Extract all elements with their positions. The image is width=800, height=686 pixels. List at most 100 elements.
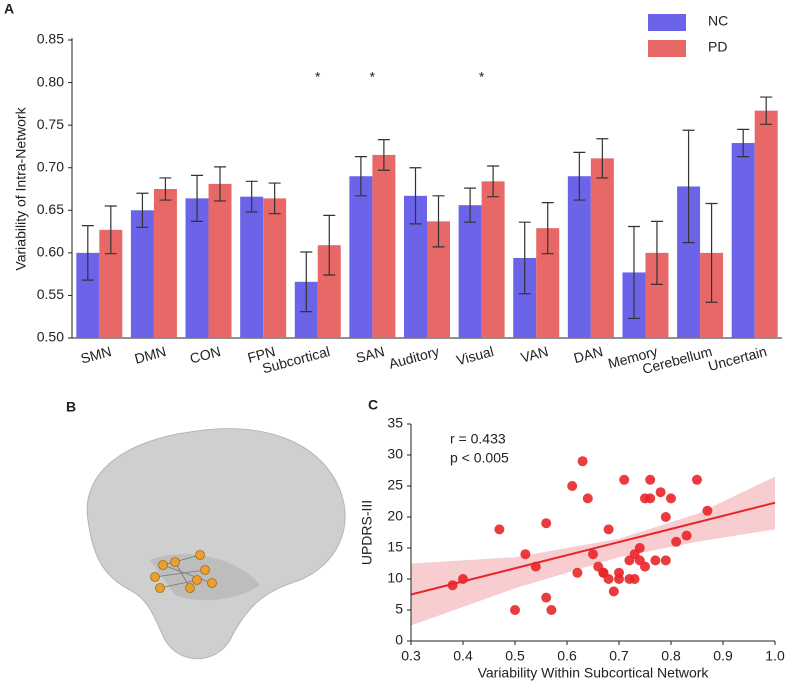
bar [731, 143, 755, 338]
error-bar [760, 96, 773, 125]
point [645, 493, 656, 504]
x-tick-label: DAN [572, 343, 605, 366]
y-tick-label: 0.80 [37, 73, 64, 89]
bar [404, 195, 427, 338]
point [702, 505, 713, 516]
point [640, 561, 650, 572]
bar [240, 196, 264, 338]
x-tick-label: 0.5 [505, 648, 525, 664]
y-tick-label: 0 [395, 632, 403, 648]
point [567, 481, 578, 491]
point [546, 605, 557, 615]
error-bar [214, 166, 227, 202]
error-bar [518, 221, 531, 295]
error-bar [104, 205, 117, 255]
point [510, 605, 520, 615]
point [645, 474, 656, 485]
bar [317, 245, 341, 338]
point [541, 518, 552, 529]
error-bar [159, 177, 172, 201]
y-tick-label: 15 [387, 539, 403, 555]
x-tick-label: SAN [354, 343, 386, 366]
x-tick-label: 1.0 [765, 648, 785, 664]
point [650, 555, 661, 566]
error-bar [377, 139, 390, 171]
bar [754, 110, 778, 338]
x-tick-label: Visual [455, 343, 496, 368]
annotation: r = 0.433 [450, 431, 506, 447]
legend-swatch [648, 14, 686, 31]
x-tick-label: 0.9 [713, 648, 733, 664]
bar [677, 186, 701, 338]
error-bar [323, 214, 336, 276]
panel-label: B [66, 399, 76, 415]
y-axis-label: Variability of Intra-Network [13, 106, 29, 270]
fit-line [410, 501, 776, 596]
y-tick-label: 0.75 [37, 116, 64, 132]
error-bar [245, 180, 258, 213]
point [681, 530, 692, 541]
point [458, 574, 468, 584]
y-tick-label: 0.70 [37, 158, 64, 174]
point [660, 555, 671, 566]
error-bar [409, 167, 422, 225]
point [666, 493, 676, 504]
point [582, 493, 593, 504]
point [634, 543, 645, 553]
x-tick-label: 0.6 [557, 648, 577, 664]
bar [153, 189, 177, 338]
y-tick-label: 35 [387, 415, 403, 431]
point [614, 567, 624, 578]
error-bar [705, 202, 718, 303]
nodes [150, 550, 217, 593]
error-bar [541, 202, 554, 255]
bar [645, 252, 669, 338]
point [541, 592, 552, 603]
bar [76, 252, 100, 338]
point [520, 549, 531, 560]
point [619, 474, 630, 485]
x-tick-label: 0.8 [661, 648, 681, 664]
point [572, 567, 583, 578]
legend-label: NC [708, 13, 728, 29]
point [447, 580, 458, 591]
brain-illustration [86, 428, 346, 660]
significance-mark: * [479, 69, 485, 85]
x-tick-label: VAN [519, 343, 550, 366]
error-bar [573, 151, 586, 201]
error-bar [268, 182, 281, 215]
bar [536, 228, 560, 338]
bar [208, 183, 232, 338]
legend-swatch [648, 40, 686, 57]
point [494, 524, 505, 535]
bar [458, 205, 482, 338]
bar [590, 158, 614, 338]
x-tick-label: SMN [79, 343, 113, 367]
bar [372, 154, 396, 338]
error-bar [627, 225, 640, 320]
point [655, 487, 666, 498]
point [692, 474, 702, 485]
point [603, 574, 614, 584]
x-tick-label: 0.4 [453, 648, 473, 664]
point [671, 536, 682, 547]
point [588, 549, 598, 560]
annotation: p < 0.005 [450, 450, 509, 466]
y-tick-label: 30 [387, 446, 403, 462]
bar [349, 176, 373, 338]
bar [99, 229, 123, 338]
y-tick-label: 0.50 [37, 329, 64, 345]
bar [263, 198, 287, 338]
significance-mark: * [370, 69, 376, 85]
error-bar [487, 165, 500, 198]
error-bar [737, 128, 750, 158]
x-tick-label: 0.3 [401, 648, 421, 664]
point [608, 586, 619, 597]
y-tick-label: 5 [395, 601, 403, 617]
error-bar [136, 192, 149, 228]
x-tick-label: CON [188, 343, 222, 367]
point [530, 561, 541, 572]
y-tick-label: 25 [387, 477, 403, 493]
